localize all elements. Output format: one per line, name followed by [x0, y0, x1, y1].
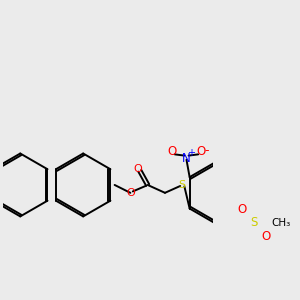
Text: O: O — [237, 203, 246, 216]
Text: +: + — [187, 148, 195, 158]
Text: O: O — [134, 164, 142, 174]
Text: O: O — [168, 146, 177, 158]
Text: N: N — [182, 152, 191, 164]
Text: CH₃: CH₃ — [272, 218, 291, 228]
Text: O: O — [196, 146, 205, 158]
Text: -: - — [204, 144, 209, 157]
Text: O: O — [261, 230, 270, 243]
Text: O: O — [126, 188, 135, 198]
Text: S: S — [250, 216, 257, 229]
Text: S: S — [179, 180, 186, 190]
